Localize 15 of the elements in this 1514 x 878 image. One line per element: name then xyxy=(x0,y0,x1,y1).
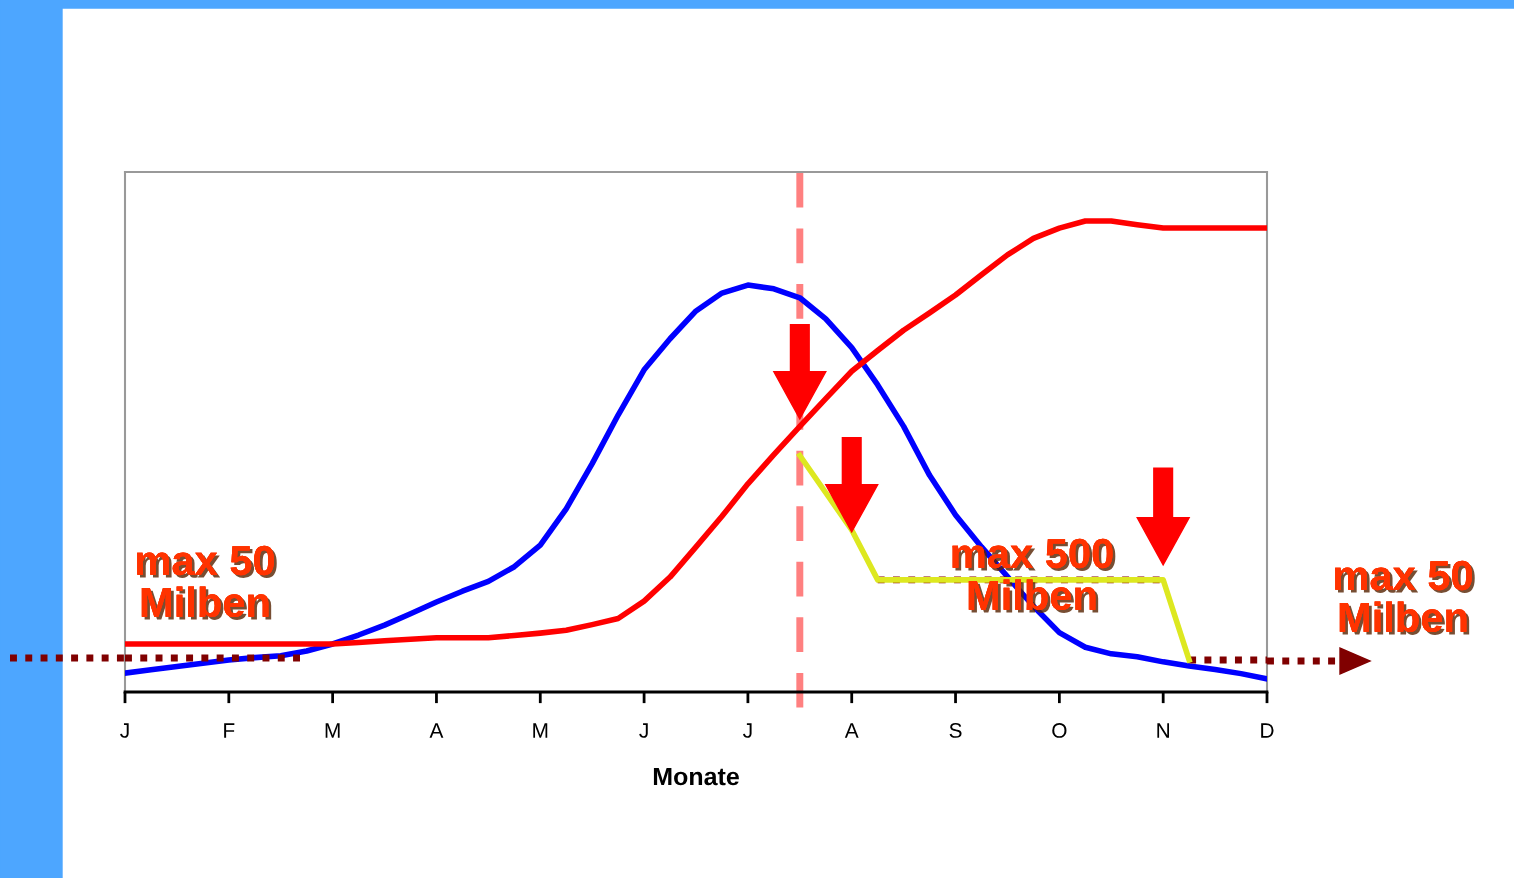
x-tick-label: J xyxy=(743,723,752,738)
x-tick-label: S xyxy=(949,723,962,738)
x-tick-label: J xyxy=(120,723,129,738)
x-axis-title: Monate xyxy=(653,767,739,786)
x-tick-label: D xyxy=(1261,723,1274,738)
x-tick-label: N xyxy=(1157,723,1170,738)
x-tick-label: A xyxy=(844,723,859,738)
x-tick-label: O xyxy=(1052,723,1067,738)
x-tick-label: M xyxy=(325,723,340,738)
x-tick-label: F xyxy=(224,723,235,738)
x-tick-label: A xyxy=(429,723,444,738)
text: max 50 Milben xyxy=(1335,560,1475,635)
x-tick-label: M xyxy=(533,723,548,738)
annotation: max 50 Milben xyxy=(137,545,277,620)
x-tick-label: J xyxy=(639,723,648,738)
